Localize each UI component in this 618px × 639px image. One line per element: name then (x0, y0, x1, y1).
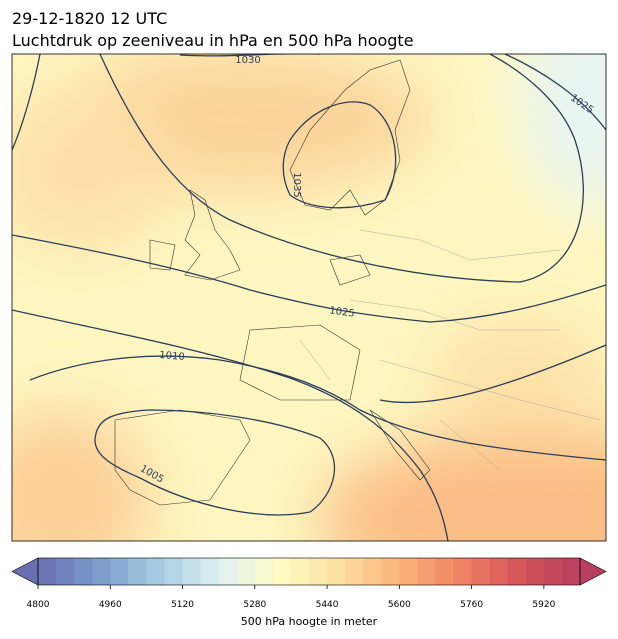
contour-label: 1035 (291, 172, 302, 197)
colorbar-bin (507, 558, 527, 585)
colorbar-bin (525, 558, 545, 585)
map-frame (11, 53, 607, 542)
colorbar-extend-high (579, 557, 607, 586)
contour-label: 1030 (235, 55, 260, 66)
colorbar-tick-label: 5760 (460, 600, 483, 610)
colorbar-bin (128, 558, 147, 585)
subtitle: Luchtdruk op zeeniveau in hPa en 500 hPa… (12, 31, 414, 50)
colorbar-bin (92, 558, 111, 585)
colorbar-bin (435, 558, 455, 585)
colorbar-bin (561, 558, 581, 585)
colorbar-bin (381, 558, 400, 585)
colorbar-label: 500 hPa hoogte in meter (241, 615, 378, 628)
colorbar-bin (182, 558, 202, 585)
colorbar-bin (345, 558, 364, 585)
colorbar-bin (56, 558, 75, 585)
colorbar-tick-label: 5280 (243, 600, 266, 610)
colorbar-tick-label: 5600 (388, 600, 411, 610)
colorbar-tick-label: 4960 (99, 600, 122, 610)
colorbar-bin (218, 558, 238, 585)
colorbar-bin (453, 558, 473, 585)
colorbar-bin (164, 558, 184, 585)
map (12, 54, 606, 541)
colorbar-bin (399, 558, 418, 585)
colorbar-bin (309, 558, 328, 585)
colorbar-bin (254, 558, 274, 585)
colorbar-bin (38, 558, 57, 585)
colorbar-frame (37, 557, 581, 586)
colorbar-bin (146, 558, 165, 585)
colorbar-tick-label: 4800 (27, 600, 50, 610)
contour-label: 1010 (159, 350, 185, 363)
colorbar-bin (236, 558, 256, 585)
colorbar-bin (327, 558, 346, 585)
colorbar-bin (74, 558, 93, 585)
colorbar-bin (363, 558, 382, 585)
colorbar-bin (543, 558, 563, 585)
colorbar-bin (272, 558, 292, 585)
colorbar-bin (200, 558, 220, 585)
colorbar-bin (110, 558, 129, 585)
colorbar-extend-low (11, 557, 39, 586)
colorbar-tick-label: 5440 (316, 600, 339, 610)
title: 29-12-1820 12 UTC (12, 9, 167, 28)
colorbar-bin (290, 558, 310, 585)
colorbar-tick-label: 5120 (171, 600, 194, 610)
colorbar-tick-label: 5920 (532, 600, 555, 610)
contour-label: 1025 (329, 305, 356, 319)
colorbar: 4800 4960 5120 5280 5440 5600 5760 5920 (11, 557, 607, 610)
colorbar-bin (417, 558, 436, 585)
colorbar-bin (489, 558, 509, 585)
colorbar-bin (471, 558, 491, 585)
